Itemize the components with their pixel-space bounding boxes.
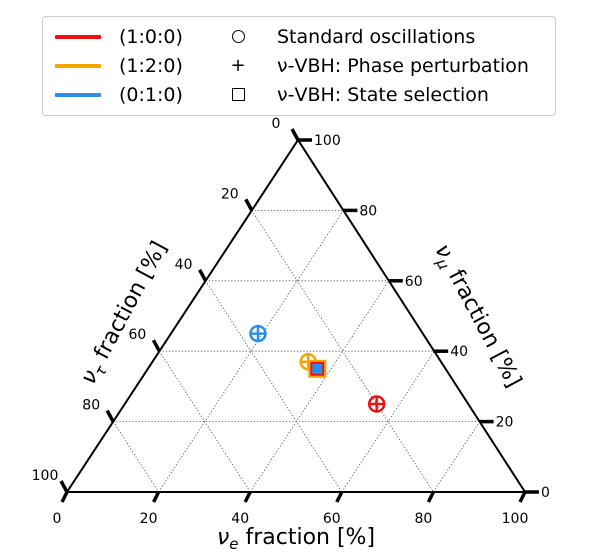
ternary-frame [65,138,527,493]
plus-marker-icon: + [230,55,246,76]
right-tick-label: 100 [314,133,341,149]
legend-label: ν-VBH: State selection [277,84,489,106]
legend-line-blue [55,93,101,97]
legend-entry-ratio-0: (1:0:0) [55,23,183,51]
left-axis-tick [244,198,254,212]
left-tick-label: 100 [32,468,59,484]
left-tick-label: 80 [82,398,100,414]
legend-label: (1:0:0) [119,26,183,48]
legend-entry-marker-0: Standard oscillations [229,23,475,51]
bottom-tick-label: 80 [414,511,432,527]
circle-marker [249,324,267,343]
left-axis-label: ντ fraction [%] [76,237,175,390]
grid-line [249,280,390,493]
grid-line [112,421,159,493]
ternary-triangle [65,138,527,493]
right-tick-label: 80 [359,203,377,219]
right-tick-label: 20 [496,415,514,431]
legend-line-orange [55,64,101,68]
left-axis-tick [198,268,208,282]
bottom-axis-tick [243,491,252,503]
square-marker [308,359,327,378]
right-tick-label: 60 [405,274,423,290]
bottom-tick-label: 100 [502,511,529,527]
legend: (1:0:0) (1:2:0) (0:1:0) Standard oscilla… [42,16,556,116]
left-axis-tick [59,480,69,493]
left-tick-label: 40 [175,257,193,273]
square-marker-icon [229,86,247,105]
bottom-axis-tick [518,491,527,503]
legend-entry-marker-2: ν-VBH: State selection [229,81,489,109]
left-axis-tick [151,339,161,353]
grid-line [433,421,480,493]
bottom-axis-tick [60,491,69,503]
legend-entry-ratio-2: (0:1:0) [55,81,183,109]
legend-line-red [55,35,101,39]
grid-line [205,280,343,493]
left-axis-tick [290,128,300,141]
legend-entry-ratio-1: (1:2:0) [55,52,183,80]
ternary-grid [112,209,480,493]
axis-labels: νe fraction [%] νμ fraction [%] ντ fractio… [76,237,526,553]
legend-label: (1:2:0) [119,55,183,77]
circle-marker-icon [229,28,247,47]
square-marker [310,361,325,376]
data-points [249,324,386,413]
left-tick-label: 20 [221,186,239,202]
bottom-axis-label: νe fraction [%] [217,525,375,553]
plus-marker [369,397,384,411]
grid-line [341,350,435,493]
bottom-tick-label: 0 [53,511,62,527]
bottom-axis-tick [152,491,161,503]
ternary-ticks: 0 0 0 20 20 20 40 40 40 60 60 60 80 80 80 100 100 100 [32,116,550,527]
left-axis-tick [105,409,115,423]
circle-marker [367,395,386,413]
left-tick-label: 60 [128,327,146,343]
plus-marker [250,326,265,341]
left-tick-label: 0 [272,116,281,132]
bottom-tick-label: 60 [323,511,341,527]
grid-line [159,350,251,493]
legend-label: (0:1:0) [119,84,183,106]
right-tick-label: 0 [541,485,550,501]
bottom-tick-label: 40 [231,511,249,527]
legend-label: Standard oscillations [277,26,476,48]
legend-label: ν-VBH: Phase perturbation [277,55,529,77]
right-axis-label: νμ fraction [%] [427,240,526,393]
bottom-tick-label: 20 [140,511,158,527]
bottom-axis-tick [335,491,344,503]
right-tick-label: 40 [450,344,468,360]
bottom-axis-tick [426,491,435,503]
legend-entry-marker-1: + ν-VBH: Phase perturbation [229,52,529,80]
